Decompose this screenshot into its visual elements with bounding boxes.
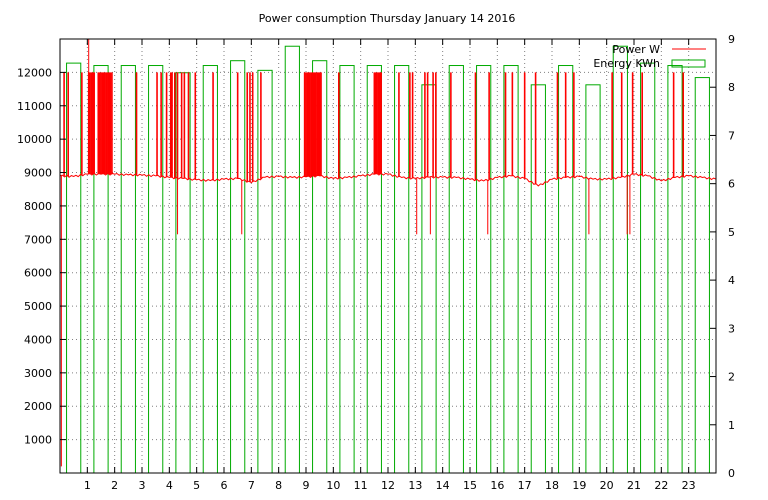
energy-bar — [202, 65, 218, 474]
x-tick-label: 8 — [275, 479, 282, 492]
y2-tick-label: 1 — [728, 419, 735, 432]
y2-tick-label: 2 — [728, 371, 735, 384]
y-tick-label: 3000 — [24, 367, 52, 380]
energy-bar — [694, 77, 710, 474]
y-tick-label: 4000 — [24, 333, 52, 346]
x-tick-label: 22 — [654, 479, 668, 492]
x-tick-label: 15 — [463, 479, 477, 492]
y2-tick-label: 5 — [728, 226, 735, 239]
x-tick-label: 2 — [111, 479, 118, 492]
energy-bar — [530, 84, 546, 474]
x-tick-label: 9 — [303, 479, 310, 492]
y-tick-label: 12000 — [17, 66, 52, 79]
y-tick-label: 1000 — [24, 434, 52, 447]
y-tick-label: 11000 — [17, 100, 52, 113]
y2-tick-label: 9 — [728, 33, 735, 46]
x-tick-label: 18 — [545, 479, 559, 492]
x-tick-label: 13 — [408, 479, 422, 492]
power-line — [59, 172, 717, 187]
x-tick-label: 14 — [436, 479, 450, 492]
energy-bar — [120, 65, 136, 474]
energy-bar — [612, 45, 628, 474]
legend-label-energy: Energy KWh — [593, 57, 660, 70]
y-tick-label: 6000 — [24, 267, 52, 280]
x-tick-label: 23 — [682, 479, 696, 492]
y-tick-label: 10000 — [17, 133, 52, 146]
x-tick-label: 6 — [221, 479, 228, 492]
x-tick-label: 3 — [139, 479, 146, 492]
x-tick-label: 19 — [572, 479, 586, 492]
y2-tick-label: 8 — [728, 81, 735, 94]
y-tick-label: 9000 — [24, 167, 52, 180]
x-tick-label: 20 — [600, 479, 614, 492]
tick-labels: 1 2 3 4 5 6 7 8 9 10 11 12 13 14 15 16 17 18 19 20 21 22 23100… — [17, 33, 735, 492]
power-series — [59, 39, 717, 467]
y-tick-label: 5000 — [24, 300, 52, 313]
legend-swatch-energy — [671, 59, 706, 68]
axes-layer — [59, 38, 717, 474]
x-tick-label: 11 — [354, 479, 368, 492]
grid-layer — [60, 39, 716, 473]
energy-bar — [339, 65, 355, 474]
x-tick-label: 4 — [166, 479, 173, 492]
y2-tick-label: 6 — [728, 178, 735, 191]
x-tick-label: 21 — [627, 479, 641, 492]
energy-bar — [667, 65, 683, 474]
x-tick-label: 10 — [326, 479, 340, 492]
chart-title: Power consumption Thursday January 14 20… — [259, 12, 516, 25]
y2-tick-label: 4 — [728, 274, 735, 287]
x-tick-label: 7 — [248, 479, 255, 492]
y2-tick-label: 0 — [728, 467, 735, 480]
energy-bar — [394, 65, 410, 474]
y-tick-label: 7000 — [24, 233, 52, 246]
y2-tick-label: 7 — [728, 129, 735, 142]
x-tick-label: 12 — [381, 479, 395, 492]
y2-tick-label: 3 — [728, 322, 735, 335]
y-tick-label: 2000 — [24, 400, 52, 413]
energy-bar — [585, 84, 601, 474]
x-tick-label: 1 — [84, 479, 91, 492]
energy-bar — [257, 69, 273, 474]
x-tick-label: 17 — [518, 479, 532, 492]
energy-bar — [421, 84, 437, 474]
x-tick-label: 16 — [490, 479, 504, 492]
energy-bar — [284, 45, 300, 474]
legend: Power W Energy KWh — [593, 43, 706, 70]
x-tick-label: 5 — [193, 479, 200, 492]
legend-label-power: Power W — [612, 43, 660, 56]
y-tick-label: 8000 — [24, 200, 52, 213]
